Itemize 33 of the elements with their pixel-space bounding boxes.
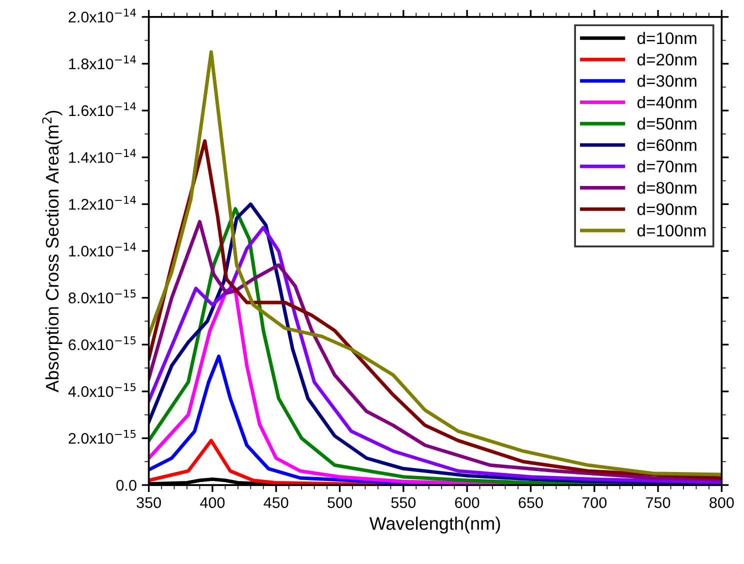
y-tick-label: 1.8x10$^{−14}$	[69, 56, 136, 70]
x-tick-label: 450	[264, 497, 288, 508]
x-axis-title: Wavelength(nm)	[369, 516, 500, 534]
legend-label: d=90nm	[637, 202, 696, 216]
y-tick-label: 1.4x10$^{−14}$	[69, 149, 136, 163]
y-tick-label: 4.0x10$^{−15}$	[68, 383, 136, 397]
y-tick-label: 2.0x10$^{−15}$	[68, 430, 136, 444]
y-tick-label: 0.0	[116, 480, 136, 491]
y-tick-label: 2.0x10$^{−14}$	[68, 8, 136, 22]
y-axis-title: Absorption Cross Section Area(m$^{2}$)	[42, 110, 62, 392]
y-tick-label: 1.6x10$^{−14}$	[69, 102, 136, 116]
x-tick-label: 650	[518, 497, 543, 508]
x-tick-label: 500	[328, 497, 352, 508]
x-tick-label: 800	[710, 497, 734, 508]
x-tick-label: 750	[646, 497, 670, 508]
legend-label: d=20nm	[637, 53, 696, 66]
legend-label: d=100nm	[637, 224, 706, 236]
legend-label: d=40nm	[637, 96, 696, 108]
y-tick-label: 1.0x10$^{−14}$	[69, 242, 136, 257]
y-tick-label: 1.2x10$^{−14}$	[69, 196, 136, 210]
legend-label: d=30nm	[637, 74, 696, 87]
legend-label: d=50nm	[637, 117, 696, 130]
x-tick-label: 600	[455, 497, 480, 508]
x-tick-label: 550	[391, 497, 416, 508]
y-tick-label: 8.0x10$^{−15}$	[68, 290, 136, 304]
legend-label: d=60nm	[637, 138, 696, 152]
x-tick-label: 350	[136, 497, 161, 508]
y-tick-label: 6.0x10$^{−15}$	[68, 336, 136, 350]
x-tick-label: 700	[582, 497, 607, 508]
legend-label: d=10nm	[637, 32, 696, 44]
x-tick-label: 400	[200, 497, 225, 508]
legend-label: d=70nm	[637, 160, 696, 172]
legend-label: d=80nm	[637, 182, 696, 194]
